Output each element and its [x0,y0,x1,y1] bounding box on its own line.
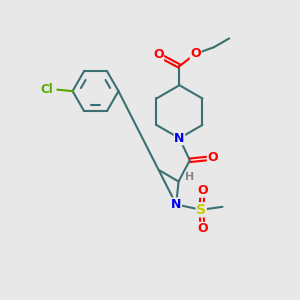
Text: H: H [185,172,194,182]
Text: N: N [171,198,181,211]
Text: O: O [190,47,201,60]
Text: O: O [153,48,164,62]
Text: O: O [197,222,208,236]
Text: O: O [197,184,208,197]
Text: Cl: Cl [40,83,53,96]
Text: O: O [207,152,218,164]
Text: N: N [174,132,184,145]
Text: S: S [196,203,206,217]
